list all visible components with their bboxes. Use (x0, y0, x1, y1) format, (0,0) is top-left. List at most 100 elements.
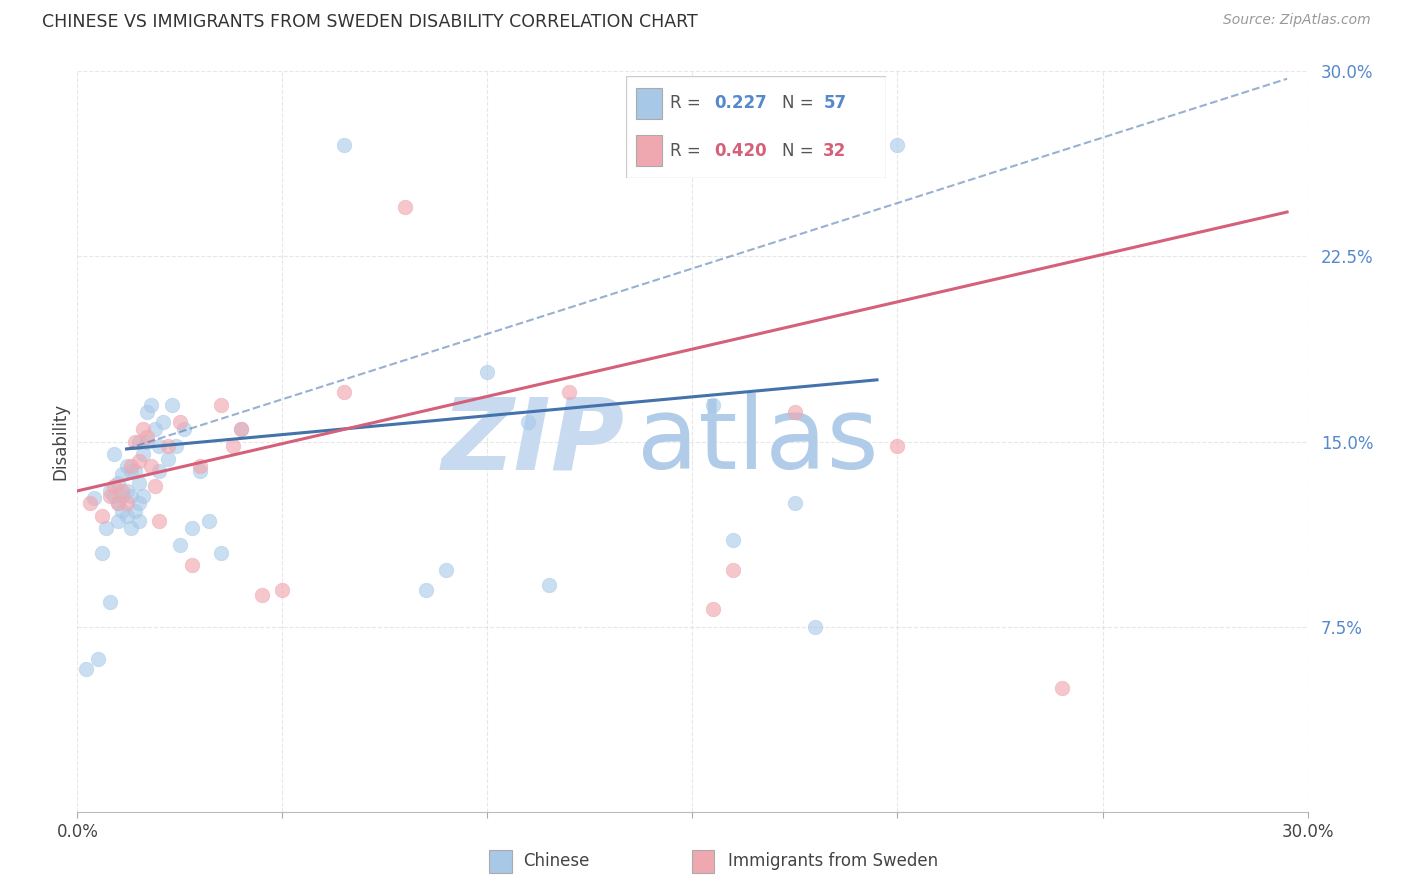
Point (209, 546, 232, 560)
Text: 0.227: 0.227 (714, 94, 766, 112)
Text: N =: N = (782, 94, 818, 112)
Point (87, 651, 110, 665)
Point (181, 558, 204, 572)
Point (250, 588, 273, 602)
Point (886, 138, 908, 153)
Point (156, 440, 179, 454)
Point (702, 397, 724, 411)
Point (160, 397, 183, 411)
Point (107, 476, 129, 491)
Point (115, 496, 138, 510)
Point (188, 459, 212, 474)
Point (128, 454, 150, 468)
Point (111, 467, 134, 481)
Point (120, 521, 142, 535)
Point (103, 479, 125, 493)
Point (124, 464, 146, 478)
Text: ZIP: ZIP (441, 393, 624, 490)
Bar (636, 136, 662, 166)
Point (143, 422, 166, 436)
Point (107, 496, 129, 510)
Point (115, 459, 138, 474)
Point (222, 440, 245, 454)
Text: 0.420: 0.420 (714, 142, 766, 160)
Point (141, 397, 163, 411)
Point (128, 434, 150, 449)
Point (107, 514, 129, 528)
Point (148, 440, 170, 454)
FancyBboxPatch shape (626, 76, 886, 178)
Point (128, 476, 150, 491)
Point (75, 662, 97, 676)
Point (271, 582, 294, 597)
Text: N =: N = (782, 142, 818, 160)
Bar (636, 88, 662, 119)
Point (702, 602, 724, 616)
Point (723, 533, 745, 548)
Point (115, 508, 138, 523)
Point (132, 489, 155, 503)
Text: Source: ZipAtlas.com: Source: ZipAtlas.com (1223, 13, 1371, 28)
Point (436, 563, 458, 577)
Y-axis label: Disability: Disability (51, 403, 69, 480)
Point (231, 422, 253, 436)
Point (165, 440, 187, 454)
Point (141, 459, 163, 474)
Point (128, 496, 150, 510)
Point (132, 422, 155, 436)
Point (111, 489, 134, 503)
Point (333, 385, 356, 400)
Point (115, 483, 138, 498)
Point (120, 489, 142, 503)
Point (537, 577, 560, 591)
Point (558, 385, 581, 400)
Point (128, 514, 150, 528)
Point (209, 397, 232, 411)
Text: CHINESE VS IMMIGRANTS FROM SWEDEN DISABILITY CORRELATION CHART: CHINESE VS IMMIGRANTS FROM SWEDEN DISABI… (42, 13, 697, 31)
Point (197, 514, 219, 528)
Text: 57: 57 (824, 94, 846, 112)
Text: Immigrants from Sweden: Immigrants from Sweden (728, 852, 938, 870)
Point (804, 619, 827, 633)
Point (188, 464, 212, 478)
Point (333, 138, 356, 153)
Point (124, 503, 146, 517)
Point (415, 582, 437, 597)
Point (136, 405, 159, 419)
Point (132, 447, 155, 461)
Point (98, 595, 121, 609)
Point (83, 491, 105, 506)
Point (148, 514, 170, 528)
Point (111, 483, 134, 498)
Point (517, 415, 540, 429)
Point (886, 440, 908, 454)
Point (103, 489, 125, 503)
Point (111, 503, 134, 517)
Point (136, 434, 159, 449)
Bar (692, 850, 714, 873)
Point (169, 415, 191, 429)
Point (90, 508, 114, 523)
Point (169, 538, 191, 552)
Point (124, 434, 146, 449)
Text: atlas: atlas (637, 393, 879, 490)
Point (181, 521, 204, 535)
Point (107, 496, 129, 510)
Point (90, 546, 114, 560)
Point (394, 200, 416, 214)
Text: R =: R = (669, 94, 706, 112)
Point (94, 521, 117, 535)
Point (136, 429, 159, 443)
Point (152, 415, 174, 429)
Point (783, 405, 806, 419)
Point (783, 496, 806, 510)
Point (156, 451, 179, 466)
Point (1050, 681, 1073, 696)
Text: Chinese: Chinese (523, 852, 589, 870)
Point (231, 422, 253, 436)
Point (148, 464, 170, 478)
Point (103, 447, 125, 461)
Point (98, 489, 121, 503)
Point (120, 464, 142, 478)
Point (98, 483, 121, 498)
